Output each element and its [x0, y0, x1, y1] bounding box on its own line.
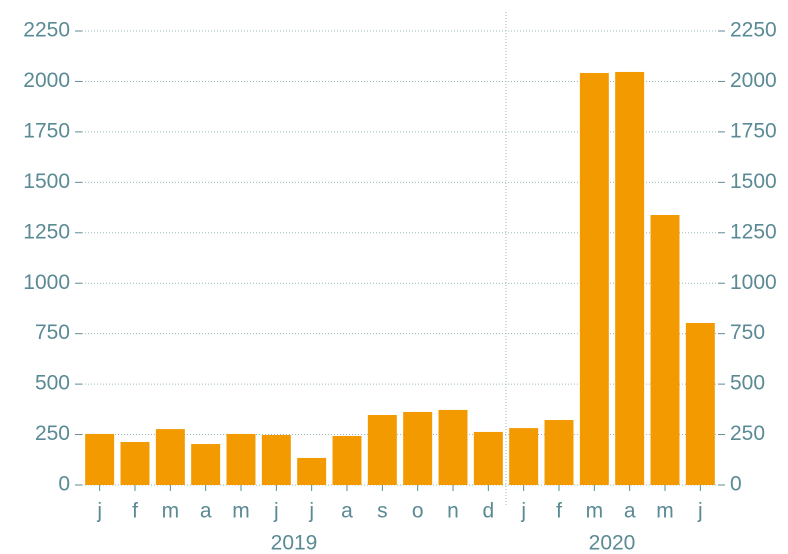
- x-tick-label: j: [273, 500, 279, 523]
- x-tick-label: d: [482, 500, 494, 523]
- bar: [155, 429, 185, 485]
- bar: [85, 433, 115, 485]
- bar: [544, 420, 574, 485]
- y-tick-label: 1250: [23, 220, 70, 243]
- y-tick-label: 2000: [23, 69, 70, 92]
- y2-tick-label: 1000: [730, 271, 777, 294]
- bar: [438, 409, 468, 485]
- y-tick-label: 250: [35, 422, 70, 445]
- y2-tick-label: 1500: [730, 170, 777, 193]
- group-label: 2019: [271, 532, 318, 554]
- y-tick-label: 2250: [23, 19, 70, 42]
- x-tick-label: a: [624, 500, 636, 523]
- bar: [191, 444, 221, 485]
- bar: [650, 215, 680, 485]
- x-tick-label: a: [200, 500, 212, 523]
- y-tick-label: 1750: [23, 119, 70, 142]
- x-tick-label: j: [697, 500, 703, 523]
- x-tick-label: m: [656, 500, 674, 523]
- x-tick-label: o: [412, 500, 424, 523]
- bar: [403, 411, 433, 485]
- y2-tick-label: 0: [730, 473, 742, 496]
- y2-tick-label: 2250: [730, 19, 777, 42]
- y2-tick-label: 1750: [730, 119, 777, 142]
- group-label: 2020: [589, 532, 636, 554]
- bar: [226, 433, 256, 485]
- bar: [120, 442, 150, 485]
- y-tick-label: 750: [35, 321, 70, 344]
- bar: [509, 428, 539, 485]
- y2-tick-label: 500: [730, 372, 765, 395]
- x-tick-label: m: [162, 500, 180, 523]
- y-tick-label: 1000: [23, 271, 70, 294]
- bar: [473, 431, 503, 485]
- y2-tick-label: 2000: [730, 69, 777, 92]
- x-tick-label: m: [232, 500, 250, 523]
- x-tick-label: j: [308, 500, 314, 523]
- x-tick-label: f: [556, 500, 562, 523]
- x-tick-label: j: [520, 500, 526, 523]
- bar: [685, 322, 715, 485]
- y-tick-label: 0: [58, 473, 70, 496]
- x-tick-label: m: [586, 500, 604, 523]
- x-tick-label: s: [377, 500, 388, 523]
- x-tick-label: f: [132, 500, 138, 523]
- y-tick-label: 500: [35, 372, 70, 395]
- y-tick-label: 1500: [23, 170, 70, 193]
- x-tick-label: j: [96, 500, 102, 523]
- y2-tick-label: 250: [730, 422, 765, 445]
- bar: [261, 434, 291, 485]
- bar: [332, 435, 362, 485]
- bar: [297, 457, 327, 485]
- bar: [615, 71, 645, 486]
- x-tick-label: a: [341, 500, 353, 523]
- y2-tick-label: 1250: [730, 220, 777, 243]
- bar: [579, 72, 609, 485]
- y2-tick-label: 750: [730, 321, 765, 344]
- bar: [367, 414, 397, 485]
- x-tick-label: n: [447, 500, 459, 523]
